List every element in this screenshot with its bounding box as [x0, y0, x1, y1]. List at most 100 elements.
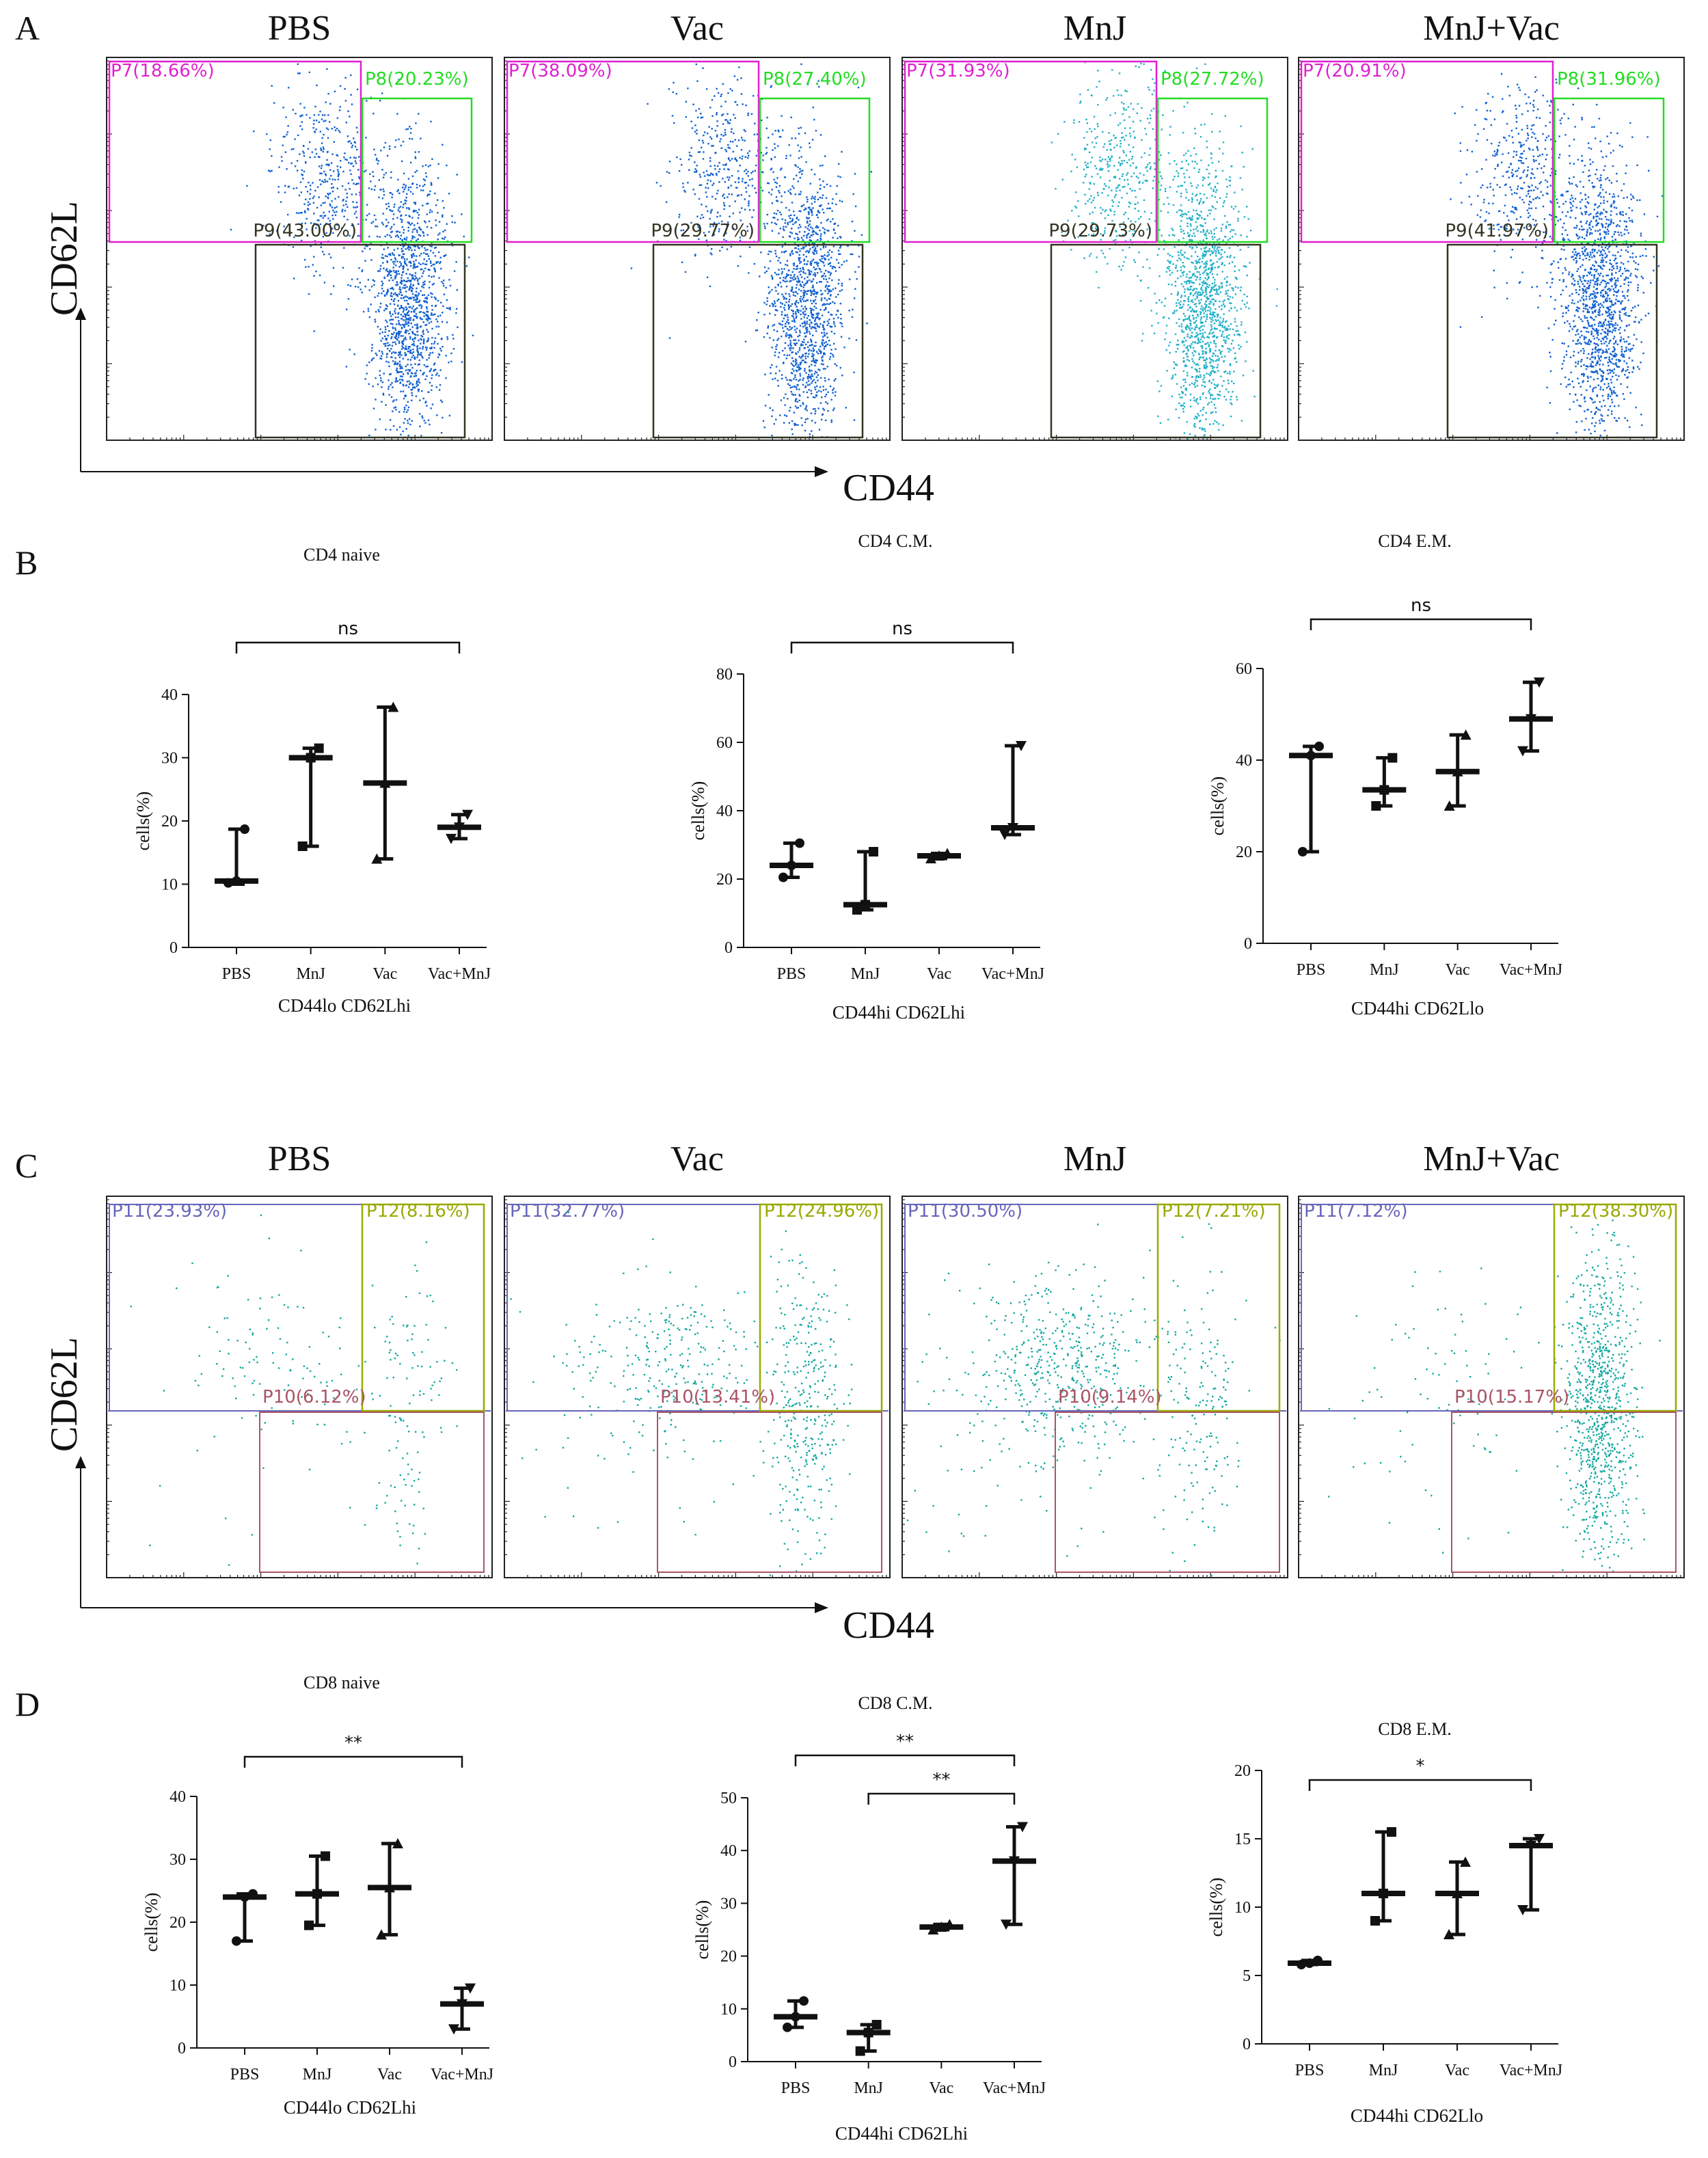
- event-dot: [1122, 107, 1125, 109]
- event-dot: [398, 266, 401, 268]
- event-dot: [840, 237, 842, 239]
- event-dot: [324, 178, 326, 181]
- event-dot: [441, 237, 444, 239]
- event-dot: [422, 284, 424, 286]
- event-dot: [1123, 103, 1125, 105]
- event-dot: [1225, 227, 1228, 229]
- event-dot: [1212, 276, 1215, 279]
- event-dot: [1233, 334, 1236, 336]
- event-dot: [772, 378, 774, 381]
- event-dot: [800, 290, 802, 292]
- event-dot: [422, 231, 424, 233]
- event-dot: [329, 192, 331, 194]
- event-dot: [748, 200, 750, 202]
- event-dot: [696, 170, 698, 172]
- event-dot: [1132, 162, 1134, 164]
- event-dot: [839, 176, 841, 178]
- event-dot: [1222, 320, 1224, 322]
- event-dot: [1204, 222, 1206, 224]
- event-dot: [336, 117, 339, 119]
- event-dot: [424, 164, 427, 166]
- event-dot: [1157, 322, 1159, 324]
- event-dot: [788, 144, 790, 146]
- event-dot: [707, 143, 709, 145]
- event-dot: [314, 156, 316, 159]
- event-dot: [765, 152, 768, 154]
- event-dot: [784, 314, 786, 316]
- event-dot: [1117, 94, 1120, 96]
- event-dot: [804, 327, 807, 329]
- event-dot: [1188, 258, 1190, 260]
- event-dot: [1196, 398, 1198, 400]
- event-dot: [1203, 336, 1206, 339]
- event-dot: [819, 402, 822, 404]
- event-dot: [1160, 175, 1162, 177]
- event-dot: [315, 270, 317, 273]
- event-dot: [408, 310, 410, 312]
- event-dot: [405, 316, 407, 319]
- event-dot: [1246, 274, 1248, 277]
- event-dot: [415, 375, 417, 377]
- event-dot: [711, 254, 713, 256]
- event-dot: [379, 236, 381, 238]
- event-dot: [441, 281, 443, 283]
- event-dot: [813, 173, 816, 176]
- event-dot: [326, 151, 329, 153]
- event-dot: [391, 230, 393, 232]
- event-dot: [406, 280, 408, 282]
- event-dot: [728, 179, 730, 181]
- event-dot: [299, 103, 301, 105]
- event-dot: [828, 271, 830, 273]
- event-dot: [819, 350, 821, 353]
- event-dot: [703, 232, 705, 234]
- event-dot: [423, 234, 425, 237]
- event-dot: [1184, 181, 1186, 183]
- event-dot: [397, 316, 399, 319]
- event-dot: [405, 323, 408, 325]
- event-dot: [356, 131, 359, 133]
- event-dot: [434, 192, 436, 195]
- event-dot: [796, 384, 798, 386]
- event-dot: [681, 163, 683, 166]
- event-dot: [1223, 299, 1225, 301]
- event-dot: [1169, 262, 1171, 265]
- event-dot: [303, 154, 306, 157]
- event-dot: [401, 379, 403, 381]
- gate-p9-label: P9(29.77%): [651, 221, 755, 241]
- event-dot: [407, 321, 409, 323]
- event-dot: [312, 202, 315, 204]
- event-dot: [394, 260, 396, 262]
- event-dot: [419, 425, 421, 427]
- event-dot: [398, 323, 401, 325]
- event-dot: [782, 349, 784, 352]
- event-dot: [1084, 147, 1086, 150]
- event-dot: [1110, 210, 1112, 212]
- event-dot: [414, 228, 416, 230]
- event-dot: [403, 258, 405, 260]
- event-dot: [824, 346, 826, 348]
- event-dot: [803, 322, 805, 324]
- event-dot: [295, 212, 298, 214]
- event-dot: [1196, 342, 1199, 345]
- event-dot: [401, 366, 403, 368]
- event-dot: [1191, 201, 1193, 203]
- event-dot: [1232, 340, 1234, 342]
- event-dot: [357, 169, 360, 171]
- event-dot: [379, 418, 381, 420]
- event-dot: [843, 260, 845, 263]
- event-dot: [800, 295, 802, 298]
- event-dot: [776, 182, 778, 185]
- event-dot: [321, 118, 323, 120]
- event-dot: [442, 200, 444, 202]
- event-dot: [813, 350, 815, 352]
- event-dot: [271, 170, 273, 172]
- event-dot: [691, 127, 694, 129]
- event-dot: [710, 210, 712, 213]
- event-dot: [820, 221, 822, 224]
- event-dot: [366, 204, 368, 206]
- event-dot: [417, 388, 420, 391]
- event-dot: [293, 148, 295, 150]
- event-dot: [1204, 332, 1206, 334]
- event-dot: [1139, 280, 1142, 282]
- event-dot: [824, 308, 827, 310]
